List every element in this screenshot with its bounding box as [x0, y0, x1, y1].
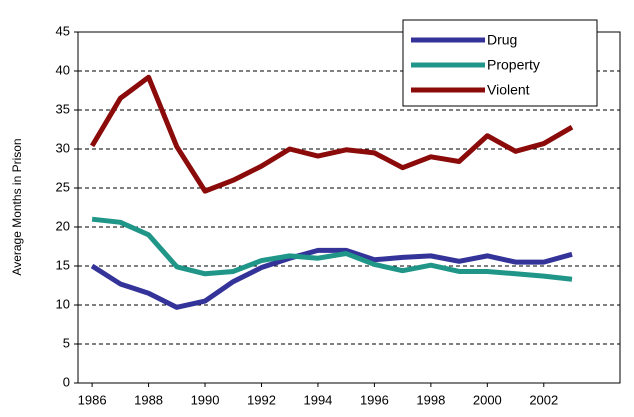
x-tick-label: 1994 — [303, 392, 332, 407]
data-line — [89, 74, 574, 194]
y-tick-label: 35 — [56, 101, 70, 116]
legend-label: Property — [487, 57, 540, 73]
y-axis-label: Average Months in Prison — [10, 138, 24, 275]
y-tick-label: 25 — [56, 179, 70, 194]
x-tick-label: 1990 — [191, 392, 220, 407]
x-tick-label: 1986 — [78, 392, 107, 407]
y-tick-label: 5 — [63, 335, 70, 350]
y-tick-label: 0 — [63, 374, 70, 389]
legend-label: Violent — [487, 82, 530, 98]
x-tick-label: 1988 — [134, 392, 163, 407]
x-tick-label: 1998 — [416, 392, 445, 407]
data-line — [90, 247, 573, 310]
x-tick-label: 1992 — [247, 392, 276, 407]
y-tick-label: 45 — [56, 23, 70, 38]
y-tick-label: 40 — [56, 62, 70, 77]
data-line — [91, 216, 573, 282]
legend-label: Drug — [487, 32, 517, 48]
x-tick-label: 2002 — [529, 392, 558, 407]
y-tick-label: 20 — [56, 218, 70, 233]
y-tick-label: 10 — [56, 296, 70, 311]
y-tick-label: 15 — [56, 257, 70, 272]
x-tick-label: 1996 — [360, 392, 389, 407]
y-tick-label: 30 — [56, 140, 70, 155]
x-tick-label: 2000 — [473, 392, 502, 407]
